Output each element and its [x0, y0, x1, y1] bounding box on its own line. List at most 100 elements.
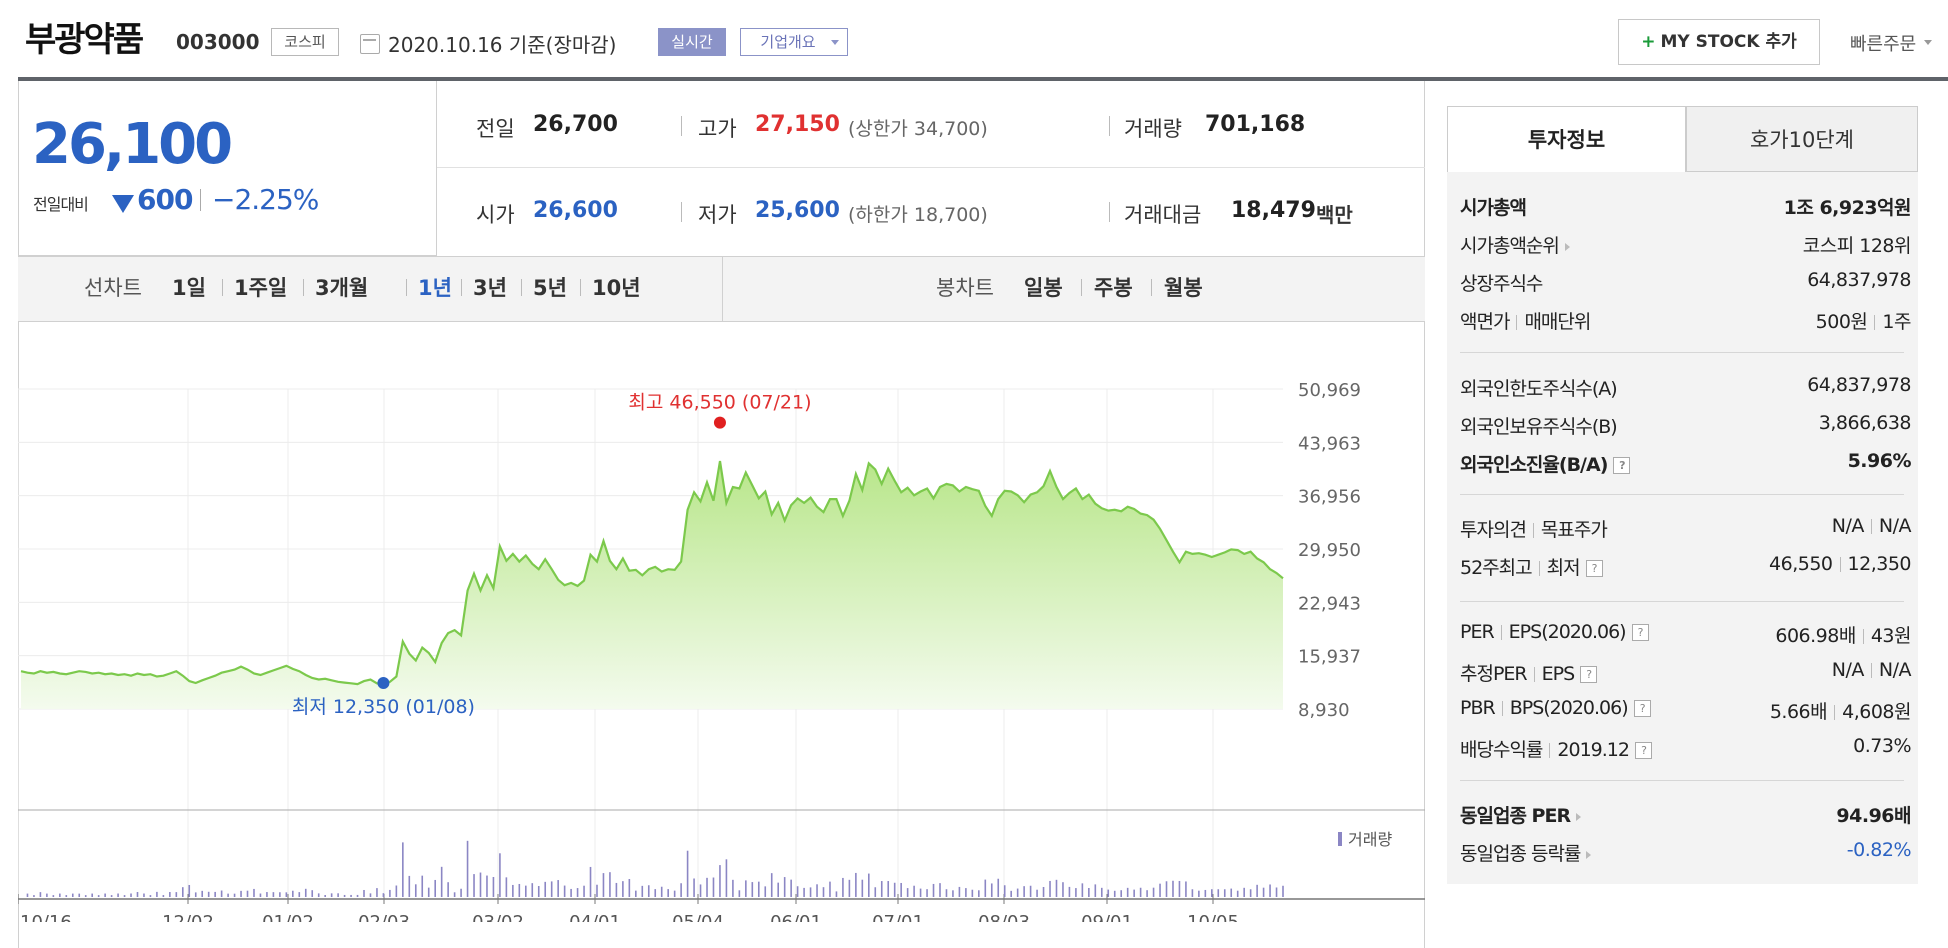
info-label-text: 외국인보유주식수(B): [1460, 416, 1618, 438]
volume-bar: [822, 887, 825, 897]
info-label[interactable]: 동일업종 등락률: [1460, 839, 1592, 866]
volume-bar: [343, 894, 346, 897]
volume-bar: [220, 890, 223, 897]
info-label-text: 52주최고: [1460, 557, 1533, 579]
volume-bar: [110, 895, 113, 897]
inline-divider: [1549, 743, 1551, 758]
volume-bar: [583, 885, 585, 897]
invest-info-panel: [1447, 172, 1918, 884]
volume-bar: [537, 886, 540, 897]
volume-bar: [770, 873, 773, 897]
stock-name: 부광약품: [25, 20, 144, 60]
volume-bar: [65, 895, 68, 897]
info-label-text: 외국인한도주식수(A): [1460, 378, 1618, 400]
info-value-text: 94.96배: [1836, 805, 1911, 827]
x-tick-label: 03/02: [472, 912, 524, 922]
change-divider: [200, 189, 201, 211]
tab-line-6[interactable]: 10년: [592, 276, 641, 300]
info-label: 액면가 매매단위: [1460, 307, 1591, 334]
tab-candle-0[interactable]: 일봉: [1024, 276, 1063, 300]
volume-bar: [939, 883, 941, 897]
volume-bar: [712, 877, 715, 897]
x-tick-label: 01/02: [262, 912, 314, 922]
volume-bar: [680, 883, 682, 897]
volume-bar: [1152, 887, 1155, 897]
tab-candle-1[interactable]: 주봉: [1094, 276, 1133, 300]
volume-bar: [512, 884, 514, 897]
tab-line-0[interactable]: 1일: [172, 276, 206, 300]
volume-bar: [440, 866, 443, 897]
volume-bar: [486, 875, 488, 897]
volume-bar: [609, 872, 611, 897]
info-label: 투자의견 목표주가: [1460, 515, 1608, 542]
volume-bar: [479, 872, 482, 897]
volume-bar: [861, 879, 864, 897]
realtime-button[interactable]: 실시간: [658, 28, 726, 56]
help-icon[interactable]: ?: [1633, 700, 1651, 717]
tab-candle-2[interactable]: 월봉: [1164, 276, 1203, 300]
tab-bar-divider: [722, 256, 723, 322]
lower-limit: (하한가 18,700): [848, 204, 988, 226]
info-label: 추정PER EPS?: [1460, 659, 1598, 686]
change-value: 600: [137, 183, 193, 216]
info-label: 배당수익률 2019.12?: [1460, 735, 1652, 762]
help-icon[interactable]: ?: [1634, 742, 1652, 759]
tab-line-4[interactable]: 3년: [473, 276, 507, 300]
x-tick-label: 04/01: [569, 912, 621, 922]
tab-line-1[interactable]: 1주일: [234, 276, 288, 300]
info-label: 외국인보유주식수(B): [1460, 412, 1618, 439]
volume-bar: [447, 882, 449, 897]
volume-bar: [706, 877, 708, 897]
volume-bar: [46, 893, 48, 897]
high-annotation: 최고 46,550 (07/21): [628, 392, 811, 414]
tab-order-book[interactable]: 호가10단계: [1686, 106, 1918, 172]
info-value-text: 5.96%: [1847, 450, 1912, 472]
inline-divider: [1870, 663, 1872, 678]
tab-invest-info[interactable]: 투자정보: [1447, 106, 1686, 172]
info-label-text: 시가총액: [1460, 197, 1527, 219]
volume-bar: [803, 887, 805, 897]
volume-legend: 거래량: [1348, 830, 1392, 849]
low-value: 25,600: [755, 198, 840, 223]
info-value: N/A N/A: [1832, 515, 1912, 537]
volume-bar: [304, 888, 307, 897]
info-label[interactable]: 시가총액순위: [1460, 231, 1570, 258]
volume-bar: [1068, 886, 1071, 897]
info-value-text: 3,866,638: [1818, 412, 1912, 434]
volume-bar: [790, 879, 792, 897]
info-label: 상장주식수: [1460, 269, 1543, 296]
quick-order-dropdown[interactable]: 빠른주문: [1850, 30, 1933, 56]
info-label: PBR BPS(2020.06)?: [1460, 697, 1651, 719]
inline-divider: [1862, 629, 1864, 644]
quote-date: 2020.10.16 기준(장마감): [388, 33, 617, 57]
volume-bar: [402, 842, 404, 897]
high-value: 27,150: [755, 112, 840, 137]
info-label: 외국인소진율(B/A)?: [1460, 450, 1631, 477]
help-icon[interactable]: ?: [1613, 457, 1631, 474]
volume-bar: [1075, 888, 1077, 897]
volume-bar: [1113, 890, 1116, 897]
price-box: [18, 81, 437, 256]
company-overview-dropdown[interactable]: 기업개요: [740, 28, 848, 56]
tab-line-2[interactable]: 3개월: [315, 276, 369, 300]
info-label[interactable]: 동일업종 PER: [1460, 801, 1582, 828]
volume-bar: [1107, 889, 1110, 897]
volume-bar: [544, 881, 547, 897]
volume-bar: [317, 893, 320, 897]
tab-line-3[interactable]: 1년: [418, 276, 452, 300]
volume-bar: [673, 890, 676, 897]
volume-bar: [764, 886, 767, 897]
help-icon[interactable]: ?: [1631, 624, 1649, 641]
volume-bar: [104, 893, 106, 897]
volume-bar: [816, 884, 818, 897]
volume-bar: [434, 879, 436, 897]
help-icon[interactable]: ?: [1585, 560, 1603, 577]
volume-bar: [1042, 887, 1045, 897]
help-icon[interactable]: ?: [1580, 666, 1598, 683]
x-tick-label: 08/03: [978, 912, 1030, 922]
tab-line-5[interactable]: 5년: [533, 276, 567, 300]
add-my-stock-button[interactable]: + MY STOCK 추가: [1618, 19, 1820, 65]
volume-bar: [246, 890, 249, 897]
volume-bar: [699, 884, 702, 897]
volume-bar: [757, 881, 760, 897]
